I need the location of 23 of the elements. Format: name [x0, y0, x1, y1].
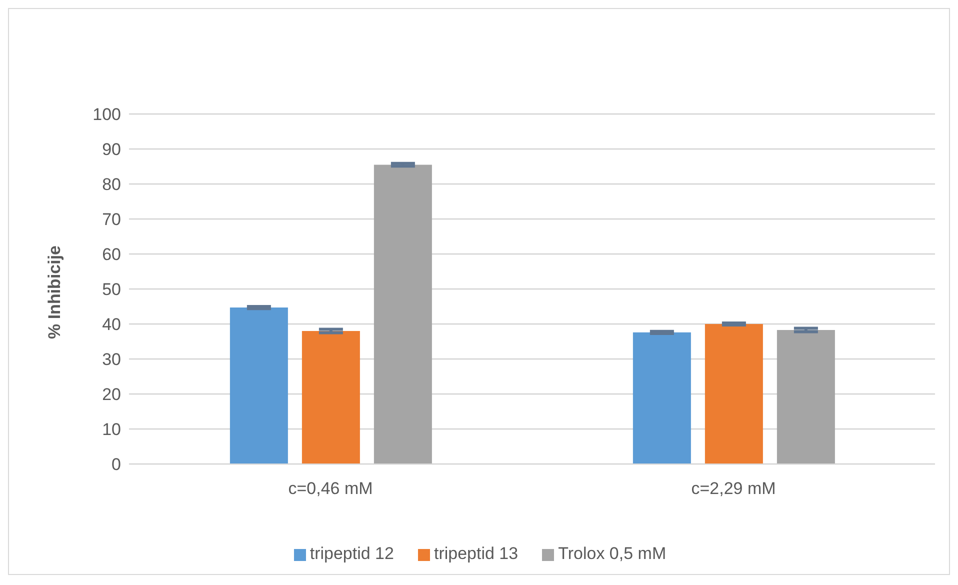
y-tick-label: 20	[102, 385, 121, 404]
y-tick-label: 40	[102, 315, 121, 334]
y-tick-label: 70	[102, 210, 121, 230]
y-tick-label: 60	[102, 245, 121, 264]
legend-label: tripeptid 12	[310, 544, 394, 563]
bar	[302, 331, 360, 464]
legend-label: Trolox 0,5 mM	[558, 544, 666, 563]
y-tick-label: 50	[102, 280, 121, 300]
bar	[230, 308, 288, 464]
bar	[776, 330, 835, 464]
y-tick-label: 30	[102, 350, 121, 370]
bar	[704, 324, 763, 464]
y-tick-label: 90	[102, 140, 121, 160]
y-tick-label: 100	[92, 105, 121, 124]
legend-label: tripeptid 13	[434, 544, 518, 563]
x-tick-label: c=2,29 mM	[691, 479, 776, 498]
y-tick-label: 10	[102, 420, 121, 440]
bar	[374, 164, 432, 464]
bar	[632, 332, 691, 464]
x-tick-label: c=0,46 mM	[288, 479, 373, 498]
y-tick-label: 80	[102, 175, 121, 194]
y-tick-label: 0	[112, 455, 121, 474]
y-axis-title: % Inhibicije	[45, 245, 64, 339]
